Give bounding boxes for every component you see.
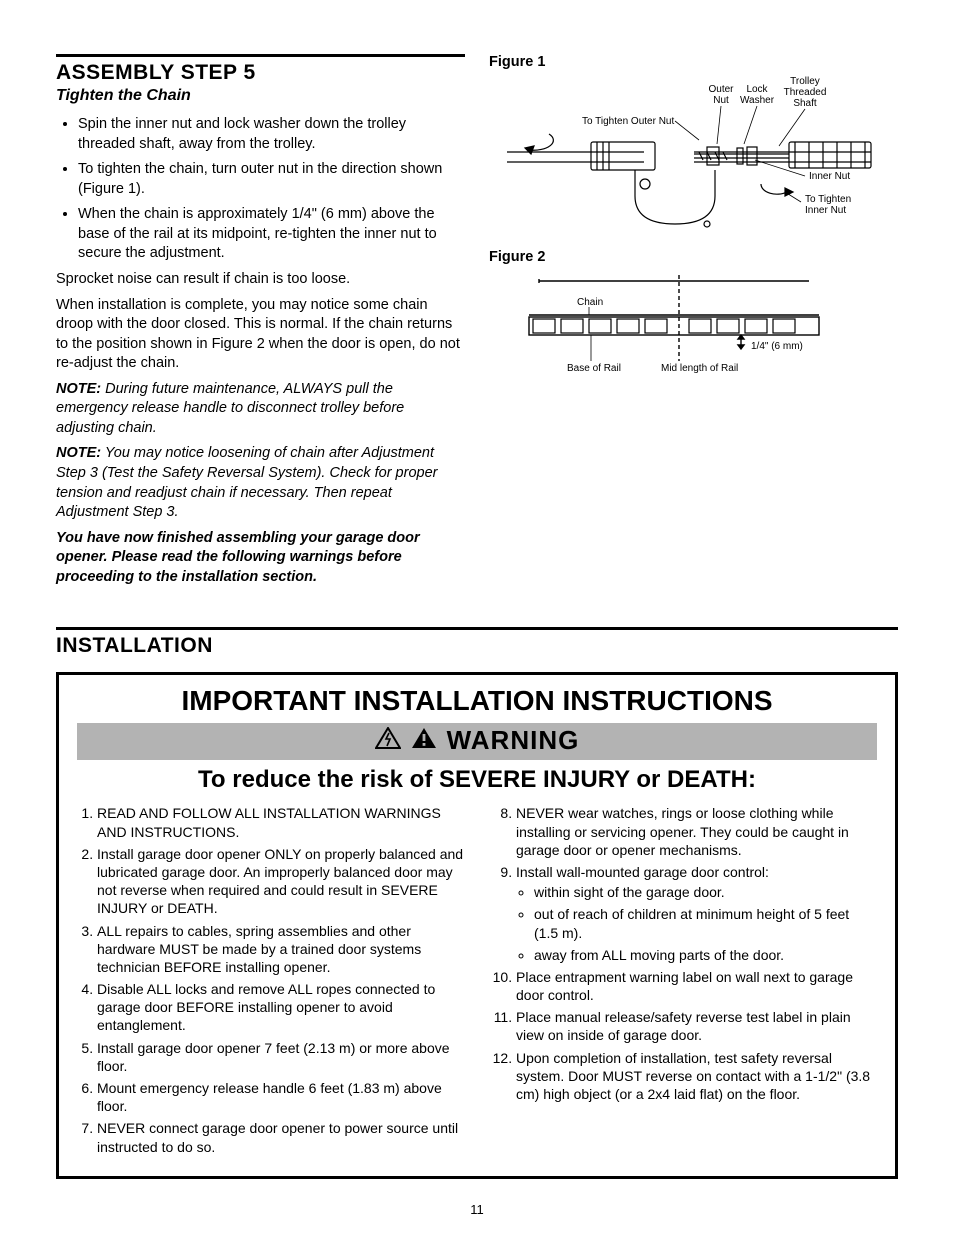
note-body: During future maintenance, ALWAYS pull t… — [56, 381, 404, 436]
installation-section: INSTALLATION — [56, 627, 898, 658]
list-item: Spin the inner nut and lock washer down … — [78, 115, 465, 154]
assembly-right: Figure 1 Outer Nut Lock Washer Trolley T… — [489, 54, 898, 593]
page-number: 11 — [0, 1202, 954, 1217]
finish-note: You have now finished assembling your ga… — [56, 529, 465, 588]
list-item: Upon completion of installation, test sa… — [516, 1049, 877, 1104]
svg-text:1/4" (6 mm): 1/4" (6 mm) — [751, 341, 803, 352]
step-title: ASSEMBLY STEP 5 — [56, 61, 465, 85]
svg-text:Outer: Outer — [708, 84, 734, 95]
svg-text:Inner Nut: Inner Nut — [809, 171, 850, 182]
list-item: Place manual release/safety reverse test… — [516, 1008, 877, 1044]
list-item: NEVER wear watches, rings or loose cloth… — [516, 804, 877, 859]
assembly-left: ASSEMBLY STEP 5 Tighten the Chain Spin t… — [56, 54, 465, 593]
svg-text:To Tighten: To Tighten — [805, 194, 851, 205]
figure-1-svg: Outer Nut Lock Washer Trolley Threaded S… — [489, 74, 889, 234]
figure-2-label: Figure 2 — [489, 249, 898, 265]
section-rule — [56, 627, 898, 630]
note-label: NOTE: — [56, 381, 101, 397]
warning-col-left: READ AND FOLLOW ALL INSTALLATION WARNING… — [77, 804, 464, 1159]
list-item: away from ALL moving parts of the door. — [534, 946, 877, 964]
svg-text:Shaft: Shaft — [793, 98, 817, 109]
note-2: NOTE: You may notice loosening of chain … — [56, 444, 465, 522]
list-item: ALL repairs to cables, spring assemblies… — [97, 922, 464, 977]
assembly-section: ASSEMBLY STEP 5 Tighten the Chain Spin t… — [56, 54, 898, 593]
svg-text:Washer: Washer — [740, 95, 775, 106]
step-subtitle: Tighten the Chain — [56, 87, 465, 105]
list-item: READ AND FOLLOW ALL INSTALLATION WARNING… — [97, 804, 464, 840]
warning-sublist: within sight of the garage door. out of … — [516, 883, 877, 964]
warning-subtitle: To reduce the risk of SEVERE INJURY or D… — [77, 766, 877, 794]
list-item: NEVER connect garage door opener to powe… — [97, 1119, 464, 1155]
list-item: Place entrapment warning label on wall n… — [516, 968, 877, 1004]
assembly-bullets: Spin the inner nut and lock washer down … — [56, 115, 465, 264]
list-item: out of reach of children at minimum heig… — [534, 905, 877, 941]
list-item: When the chain is approximately 1/4" (6 … — [78, 205, 465, 264]
list-item: Mount emergency release handle 6 feet (1… — [97, 1079, 464, 1115]
svg-text:Chain: Chain — [577, 297, 603, 308]
warning-list-right: NEVER wear watches, rings or loose cloth… — [490, 804, 877, 1103]
warning-bar: WARNING — [77, 723, 877, 760]
figure-2-svg: Chain 1/4" (6 mm) Base of Rail Mid lengt… — [489, 269, 849, 389]
sprocket-note: Sprocket noise can result if chain is to… — [56, 270, 465, 290]
warning-box: IMPORTANT INSTALLATION INSTRUCTIONS WARN… — [56, 672, 898, 1178]
alert-warning-icon — [411, 727, 437, 754]
svg-text:Base of Rail: Base of Rail — [567, 363, 621, 374]
warning-list-left: READ AND FOLLOW ALL INSTALLATION WARNING… — [77, 804, 464, 1155]
page: ASSEMBLY STEP 5 Tighten the Chain Spin t… — [0, 0, 954, 1235]
warning-columns: READ AND FOLLOW ALL INSTALLATION WARNING… — [77, 804, 877, 1159]
warning-title: IMPORTANT INSTALLATION INSTRUCTIONS — [77, 685, 877, 717]
svg-text:Nut: Nut — [713, 95, 729, 106]
installation-title: INSTALLATION — [56, 634, 898, 658]
shock-warning-icon — [375, 727, 401, 754]
figure-2: Figure 2 — [489, 249, 898, 394]
list-item-text: Install wall-mounted garage door control… — [516, 864, 769, 880]
warning-bar-text: WARNING — [447, 725, 580, 756]
warning-col-right: NEVER wear watches, rings or loose cloth… — [490, 804, 877, 1159]
droop-note: When installation is complete, you may n… — [56, 296, 465, 374]
figure-1: Figure 1 Outer Nut Lock Washer Trolley T… — [489, 54, 898, 239]
note-label: NOTE: — [56, 445, 101, 461]
list-item: To tighten the chain, turn outer nut in … — [78, 160, 465, 199]
svg-text:Trolley: Trolley — [790, 76, 820, 87]
svg-text:To Tighten Outer Nut: To Tighten Outer Nut — [582, 116, 674, 127]
svg-text:Lock: Lock — [746, 84, 768, 95]
figure-1-label: Figure 1 — [489, 54, 898, 70]
note-body: You may notice loosening of chain after … — [56, 445, 437, 520]
list-item: Install garage door opener ONLY on prope… — [97, 845, 464, 918]
note-1: NOTE: During future maintenance, ALWAYS … — [56, 380, 465, 439]
list-item: within sight of the garage door. — [534, 883, 877, 901]
svg-text:Threaded: Threaded — [784, 87, 827, 98]
list-item: Install garage door opener 7 feet (2.13 … — [97, 1039, 464, 1075]
section-rule — [56, 54, 465, 57]
svg-text:Mid length of Rail: Mid length of Rail — [661, 363, 738, 374]
svg-text:Inner Nut: Inner Nut — [805, 205, 846, 216]
list-item: Disable ALL locks and remove ALL ropes c… — [97, 980, 464, 1035]
list-item: Install wall-mounted garage door control… — [516, 863, 877, 964]
